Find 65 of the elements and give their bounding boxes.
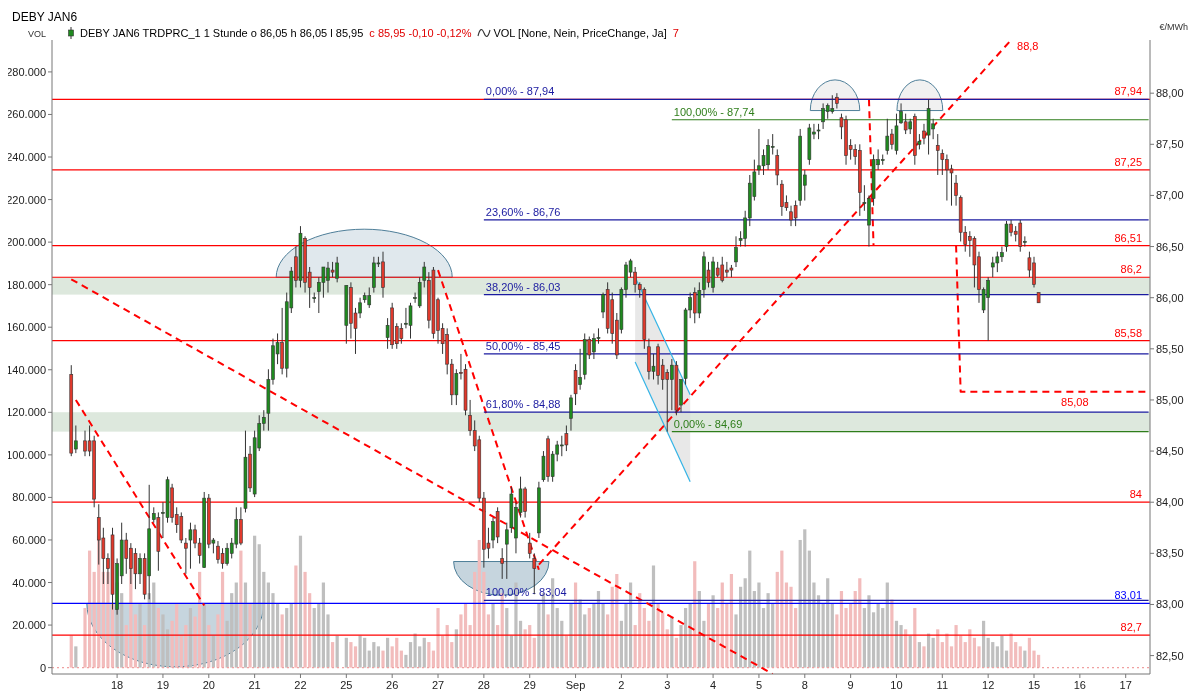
x-tick-label: 12 bbox=[982, 679, 995, 691]
y2-tick-label: 20.000 bbox=[12, 619, 46, 632]
x-tick-label: 29 bbox=[523, 679, 536, 691]
ref-line-label: 86,51 bbox=[1114, 231, 1142, 244]
y-tick-label: 83,50 bbox=[1156, 547, 1184, 560]
series-label: 100,00% - 87,74 bbox=[673, 105, 755, 118]
y2-tick-label: 80.000 bbox=[12, 491, 46, 504]
x-tick-label: Sep bbox=[565, 679, 586, 691]
y2-tick-label: 40.000 bbox=[12, 576, 46, 589]
series-label: 23,60% - 86,76 bbox=[485, 205, 561, 218]
x-tick-label: 25 bbox=[340, 679, 353, 691]
ref-line-label: 84 bbox=[1129, 488, 1142, 501]
x-tick-label: 2 bbox=[618, 679, 625, 691]
x-tick-label: 10 bbox=[890, 679, 903, 691]
x-tick-label: 5 bbox=[755, 679, 762, 691]
y-tick-label: 82,50 bbox=[1156, 649, 1184, 662]
y-tick-label: 85,00 bbox=[1156, 393, 1184, 406]
chart-subtitle: DEBY JAN6 TRDPRC_1 1 Stunde o 86,05 h 86,05 l 85,95 bbox=[80, 27, 364, 39]
series-label: 0,00% - 84,69 bbox=[673, 417, 743, 430]
x-tick-label: 16 bbox=[1073, 679, 1086, 691]
ref-line-label: 87,25 bbox=[1114, 155, 1142, 168]
x-tick-label: 4 bbox=[710, 679, 717, 691]
x-tick-label: 27 bbox=[431, 679, 445, 691]
ref-line-label: 85,58 bbox=[1114, 326, 1142, 339]
y-tick-label: 88,00 bbox=[1156, 87, 1184, 100]
series-label: 88,8 bbox=[1017, 40, 1039, 52]
y-tick-label: 87,50 bbox=[1156, 138, 1184, 151]
text: 7 bbox=[672, 27, 679, 39]
x-tick-label: 11 bbox=[936, 679, 949, 691]
y-tick-label: 83,00 bbox=[1156, 598, 1184, 611]
series-label: 85,08 bbox=[1061, 395, 1089, 408]
x-tick-label: 9 bbox=[847, 679, 854, 691]
x-tick-label: 21 bbox=[248, 679, 261, 691]
x-tick-label: 26 bbox=[386, 679, 399, 691]
series-label: 61,80% - 84,88 bbox=[485, 398, 561, 411]
x-tick-label: 15 bbox=[1027, 679, 1041, 691]
y2-tick-label: 60.000 bbox=[12, 533, 46, 546]
ref-line-label: 87,94 bbox=[1114, 85, 1142, 98]
x-tick-label: 22 bbox=[294, 679, 307, 691]
ref-line-label: 86,2 bbox=[1120, 263, 1142, 276]
y-tick-label: 84,50 bbox=[1156, 445, 1184, 458]
y-axis-title: €/MWh bbox=[1159, 22, 1188, 32]
x-tick-label: 28 bbox=[477, 679, 490, 691]
chart-title: DEBY JAN6 bbox=[12, 10, 78, 24]
x-tick-label: 20 bbox=[202, 679, 215, 691]
y-tick-label: 85,50 bbox=[1156, 342, 1184, 355]
text: c 85,95 -0,10 -0,12% bbox=[369, 27, 472, 39]
y2-tick-label: 0 bbox=[39, 661, 46, 674]
x-tick-label: 17 bbox=[1119, 679, 1132, 691]
x-tick-label: 3 bbox=[664, 679, 671, 691]
y-tick-label: 86,00 bbox=[1156, 291, 1184, 304]
y-tick-label: 87,00 bbox=[1156, 189, 1184, 202]
ref-line-label: 82,7 bbox=[1120, 621, 1142, 634]
series-label: 38,20% - 86,03 bbox=[485, 280, 561, 293]
ref-line-label: 83,01 bbox=[1114, 589, 1142, 602]
x-tick-label: 19 bbox=[156, 679, 170, 691]
series-label: 50,00% - 85,45 bbox=[485, 339, 561, 352]
y-tick-label: 84,00 bbox=[1156, 496, 1184, 509]
x-tick-label: 8 bbox=[801, 679, 808, 691]
series-label: 0,00% - 87,94 bbox=[485, 85, 555, 98]
x-tick-label: 18 bbox=[110, 679, 124, 691]
y-tick-label: 86,50 bbox=[1156, 240, 1184, 253]
y2-axis-title: VOL bbox=[28, 29, 47, 39]
text: VOL [None, Nein, PriceChange, Ja] bbox=[493, 27, 667, 39]
series-label: 100,00% - 83,04 bbox=[485, 586, 567, 599]
